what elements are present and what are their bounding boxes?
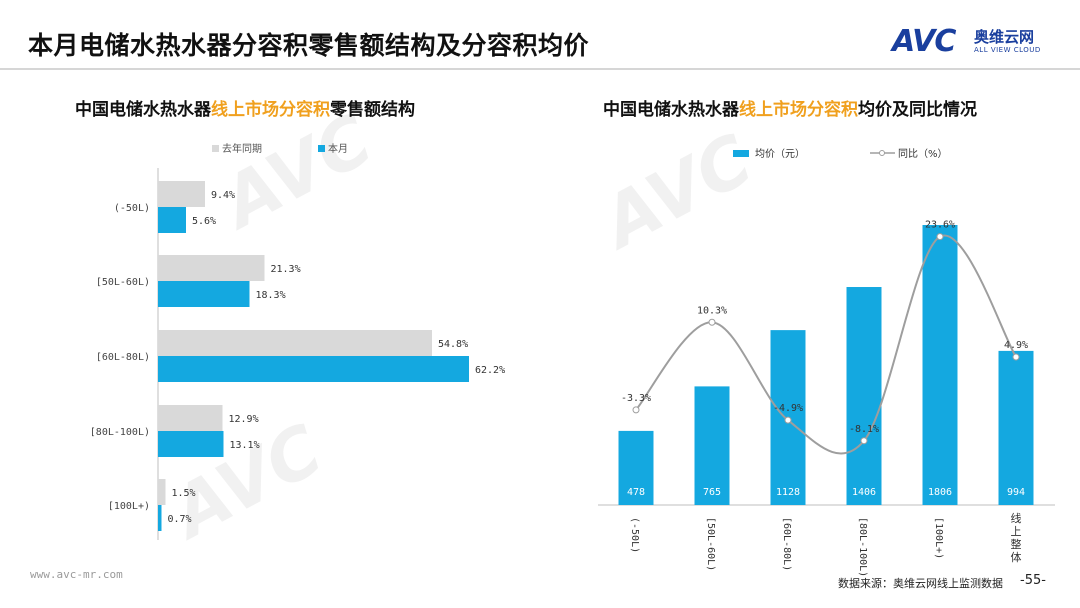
x-tick-label: [100L+) [933,517,944,559]
data-label-price: 1806 [928,487,952,498]
legend-label-prior: 去年同期 [222,142,262,155]
x-tick-label: [80L-100L) [857,517,868,577]
legend-marker-yoy [879,150,885,156]
data-source: 数据来源：奥维云网线上监测数据 [838,577,1003,590]
legend-swatch-current [318,145,325,152]
bar-avg-price [922,225,958,505]
category-label: (-50L) [114,203,150,214]
yoy-line [635,234,1017,455]
bar-avg-price [846,287,882,505]
share-structure-chart: 去年同期 本月 9.4% 5.6% (-50L) 21.3% 18.3% [50L-60L) 5… [90,142,505,540]
data-label-price: 478 [627,487,645,498]
data-label-yoy: -4.9% [773,403,803,414]
bar-avg-price [618,430,654,505]
legend-swatch-price [733,150,749,157]
data-label-price: 1128 [776,487,800,498]
logo-cn-text: 奥维云网 [974,28,1035,46]
data-label-yoy: -8.1% [849,424,879,435]
data-label-current: 0.7% [168,514,192,525]
category-label: [60L-80L) [96,352,150,363]
category-label: [50L-60L) [96,277,150,288]
bar-prior [158,405,223,431]
x-tick-label: (-50L) [629,517,640,553]
x-tick-label: [60L-80L) [781,517,792,571]
data-label-yoy: -3.3% [621,393,651,404]
yoy-marker [860,437,868,445]
category-label: [80L-100L) [90,427,150,438]
avc-logo: AVC 奥维云网 ALL VIEW CLOUD [892,24,1062,60]
data-label-price: 1406 [852,487,876,498]
watermark-logo: AVC [589,118,766,264]
data-label-yoy: 10.3% [697,305,727,316]
data-label-current: 5.6% [192,216,216,227]
yoy-marker [784,416,792,424]
bar-avg-price [694,386,730,505]
bar-current [158,431,224,457]
x-tick-label: 线上整体 [1011,511,1022,564]
page-number: -55- [1020,573,1046,588]
yoy-marker [632,406,640,414]
left-chart-title: 中国电储水热水器线上市场分容积零售额结构 [75,100,415,120]
data-label-current: 62.2% [475,365,505,376]
bar-prior [158,479,166,505]
data-label-yoy: 23.6% [925,220,955,231]
bar-current [158,207,186,233]
bar-prior [158,255,265,281]
yoy-marker [1012,353,1020,361]
data-label-prior: 21.3% [271,264,301,275]
data-label-price: 994 [1007,487,1025,498]
yoy-marker [708,318,716,326]
logo-en-text: ALL VIEW CLOUD [974,46,1041,54]
yoy-marker [936,233,944,241]
bar-current [158,281,250,307]
page-title: 本月电储水热水器分容积零售额结构及分容积均价 [28,31,590,60]
legend-swatch-prior [212,145,219,152]
data-label-prior: 12.9% [229,414,259,425]
x-tick-label: [50L-60L) [705,517,716,571]
legend-label-current: 本月 [328,142,348,155]
bar-current [158,356,469,382]
footer-url: www.avc-mr.com [30,568,123,581]
data-label-current: 18.3% [256,290,286,301]
category-label: [100L+) [108,501,150,512]
title-divider [0,68,1080,70]
legend-label-yoy: 同比（%） [898,148,948,160]
data-label-current: 13.1% [230,440,260,451]
data-label-yoy: 4.9% [1004,340,1028,351]
bar-prior [158,181,205,207]
data-label-price: 765 [703,487,721,498]
bar-avg-price [998,350,1034,505]
bar-prior [158,330,432,356]
data-label-prior: 54.8% [438,339,468,350]
right-chart-title: 中国电储水热水器线上市场分容积均价及同比情况 [603,100,977,120]
legend-label-price: 均价（元） [755,148,805,160]
bar-avg-price [770,330,806,505]
data-label-prior: 1.5% [172,488,196,499]
bar-current [158,505,162,531]
logo-avc-text: AVC [892,24,956,59]
data-label-prior: 9.4% [211,190,235,201]
